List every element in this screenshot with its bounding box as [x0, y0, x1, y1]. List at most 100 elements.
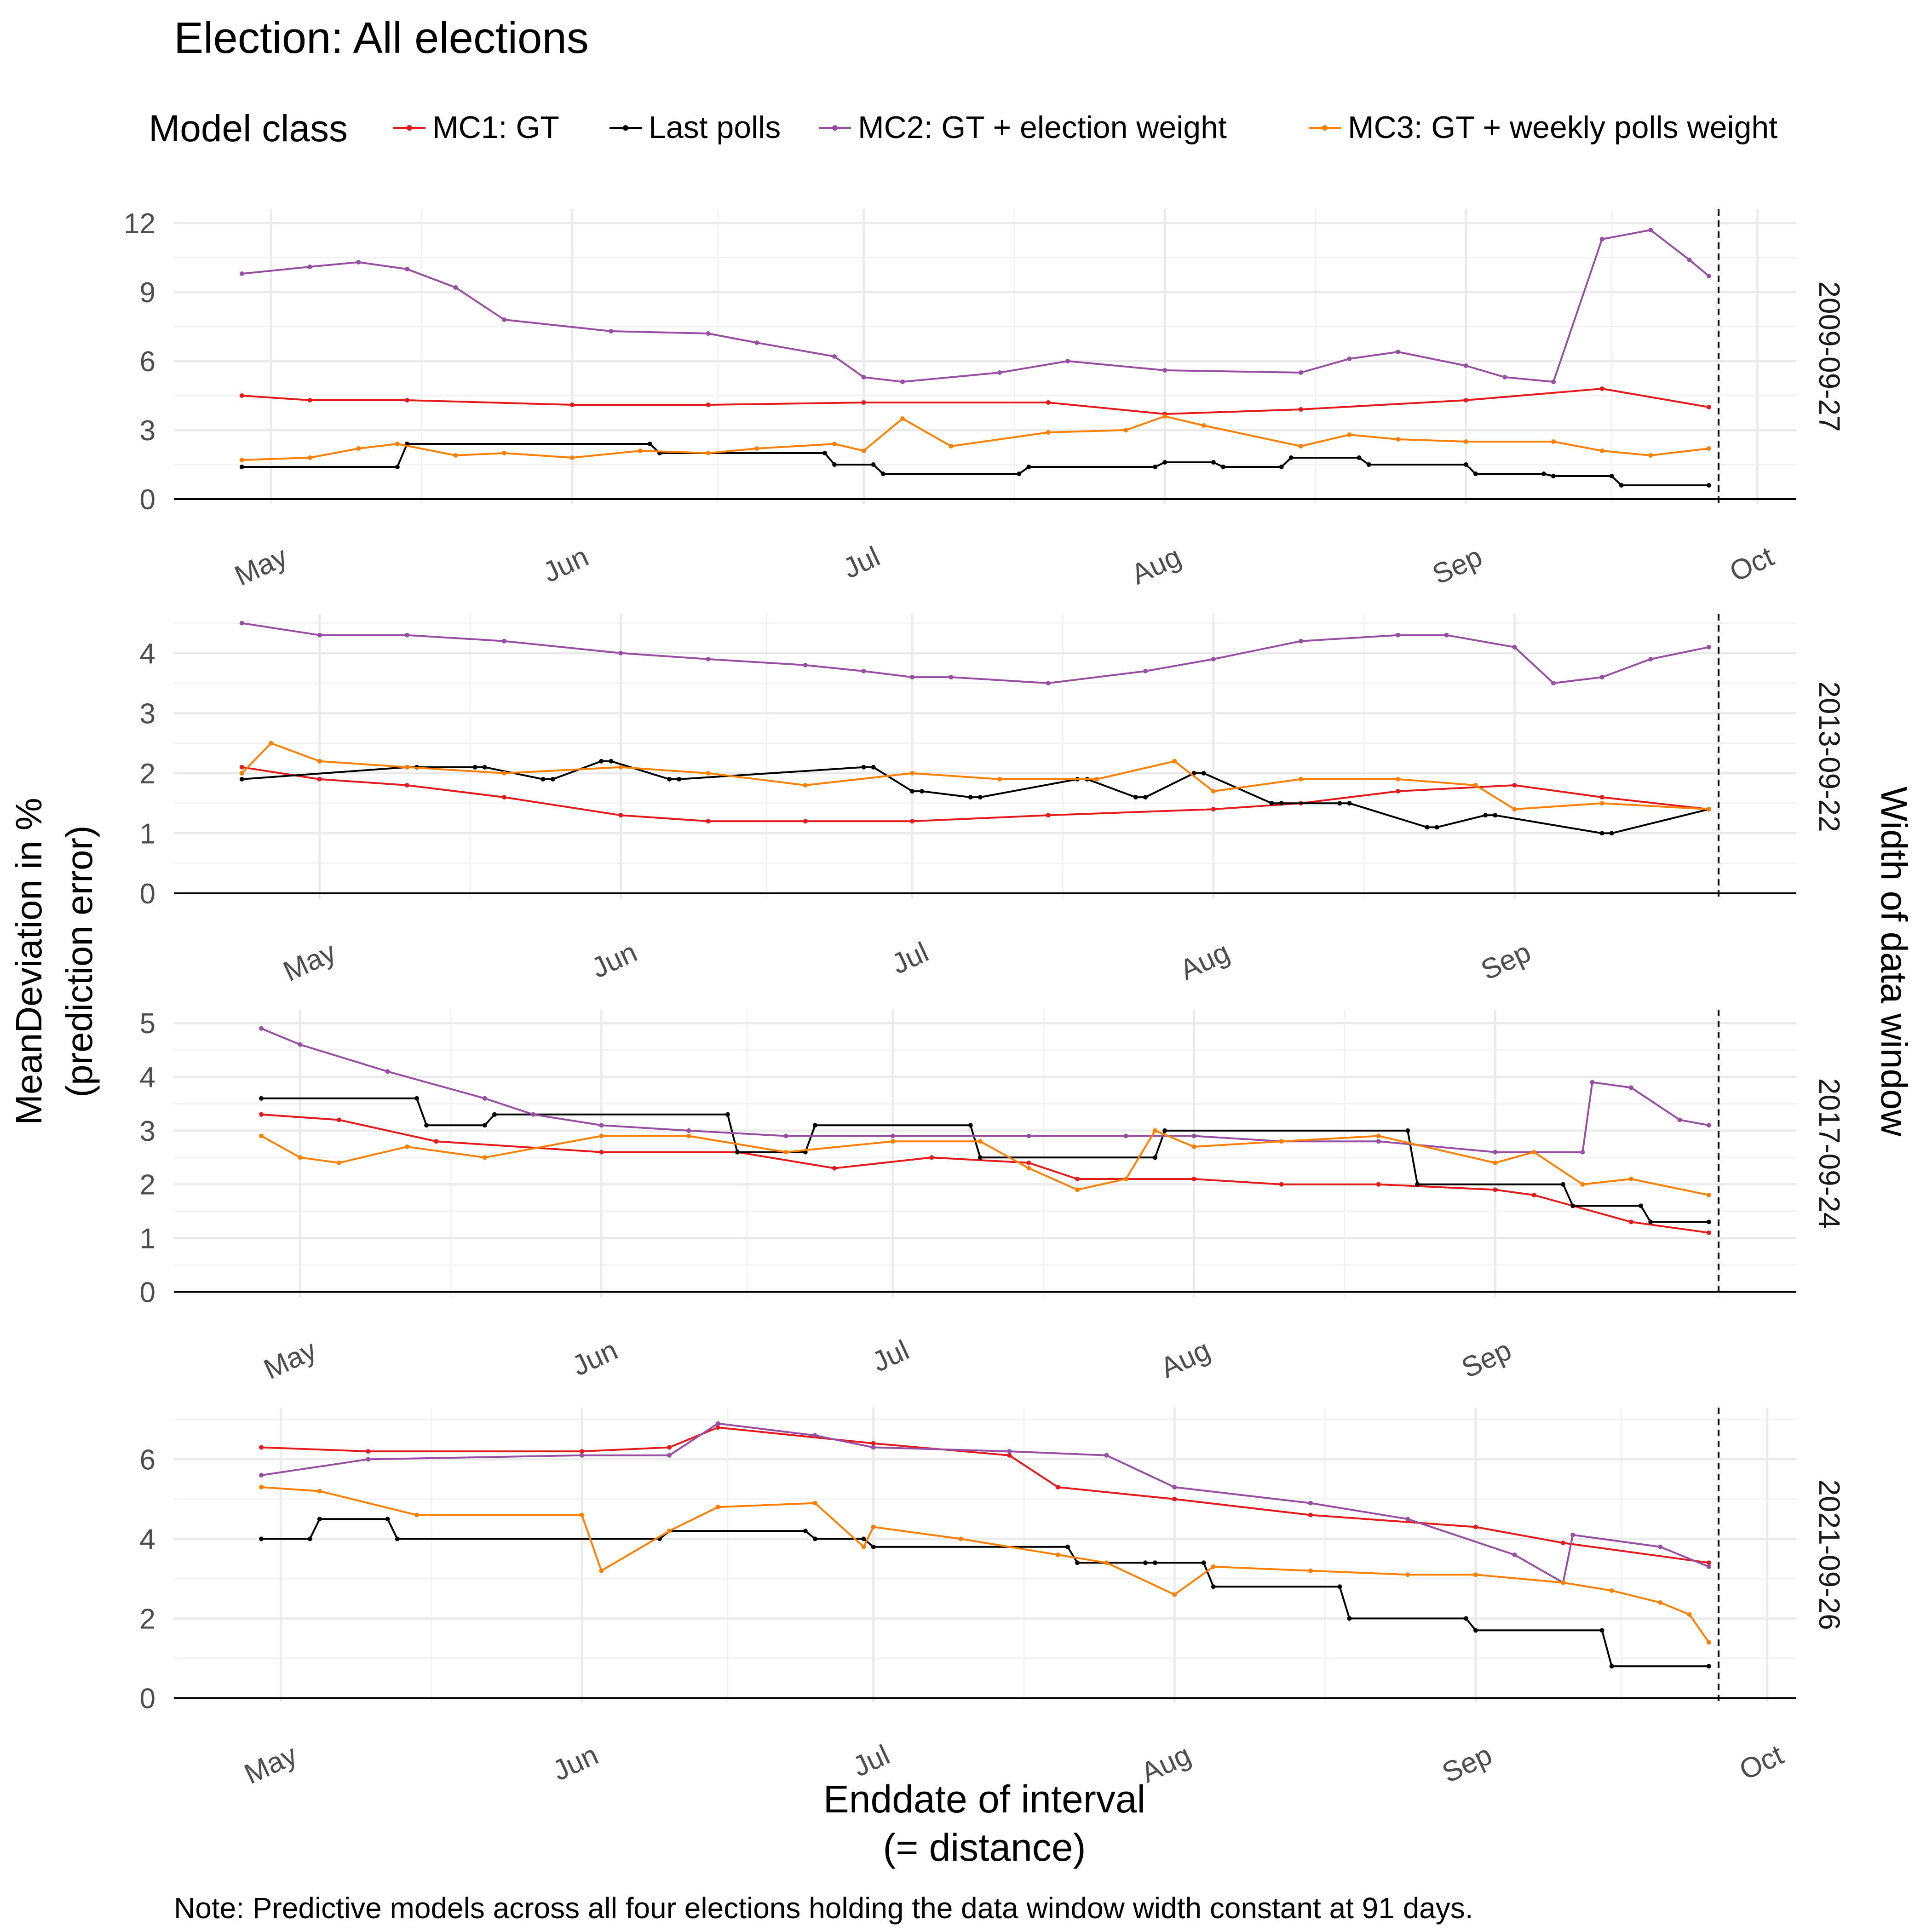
data-point — [1551, 439, 1556, 444]
data-point — [1143, 795, 1148, 800]
data-point — [550, 776, 555, 782]
legend-swatch-point — [832, 125, 838, 131]
data-point — [259, 1485, 264, 1489]
data-point — [920, 789, 925, 794]
data-point — [1357, 455, 1362, 460]
data-point — [1376, 1133, 1381, 1138]
data-point — [317, 759, 322, 764]
legend-items: MC1: GT Last polls MC2: GT + election weig… — [393, 110, 1777, 145]
data-point — [259, 1133, 264, 1138]
x-tick-label: Jul — [838, 540, 885, 585]
data-point — [667, 1529, 672, 1534]
x-tick-label: May — [230, 540, 292, 592]
data-point — [1075, 1177, 1080, 1181]
data-point — [900, 416, 905, 421]
data-point — [1590, 1080, 1595, 1085]
legend-item: MC3: GT + weekly polls weight — [1309, 110, 1777, 145]
data-point — [492, 1112, 497, 1117]
x-tick-label: Jun — [538, 540, 593, 589]
data-point — [1017, 472, 1022, 476]
data-point — [1055, 1485, 1060, 1489]
data-point — [1347, 1616, 1352, 1621]
data-point — [715, 1505, 720, 1510]
data-point — [1153, 465, 1158, 469]
data-point — [580, 1453, 584, 1458]
data-point — [269, 741, 274, 746]
data-point — [812, 1123, 817, 1128]
data-point — [1298, 638, 1303, 644]
data-point — [1094, 776, 1099, 782]
data-point — [307, 264, 312, 269]
y-tick-label: 6 — [140, 1444, 155, 1476]
data-point — [1599, 1628, 1604, 1633]
data-point — [1104, 1560, 1109, 1565]
x-tick-label: Sep — [1438, 1739, 1497, 1789]
x-tick-label: Sep — [1457, 1334, 1516, 1384]
data-point — [1279, 801, 1284, 806]
data-point — [239, 776, 244, 782]
data-point — [1629, 1219, 1633, 1225]
legend: Model class MC1: GT Last polls MC2: GT + e… — [149, 108, 1777, 150]
data-point — [1337, 801, 1342, 806]
y-tick-label: 9 — [140, 277, 155, 309]
series-mc2-gt-election-weight — [239, 621, 1711, 686]
data-point — [706, 451, 711, 455]
data-point — [1463, 363, 1468, 368]
data-point — [1143, 1560, 1148, 1565]
data-point — [890, 1139, 895, 1144]
data-point — [1483, 813, 1488, 818]
chart-title: Election: All elections — [174, 13, 589, 63]
data-point — [337, 1160, 341, 1165]
data-point — [1298, 370, 1303, 375]
data-point — [404, 765, 409, 770]
data-point — [395, 442, 400, 446]
strip-label: 2021-09-26 — [1813, 1479, 1846, 1630]
legend-label: Last polls — [649, 110, 781, 145]
data-point — [1463, 462, 1468, 467]
data-point — [1551, 681, 1556, 686]
data-point — [259, 1445, 264, 1450]
data-point — [1677, 1117, 1682, 1122]
series-mc1-gt — [239, 386, 1711, 416]
data-point — [832, 442, 837, 446]
data-point — [1609, 474, 1614, 478]
data-point — [1561, 1580, 1566, 1585]
data-point — [1599, 831, 1604, 836]
data-point — [502, 451, 507, 455]
data-point — [1706, 1560, 1711, 1565]
data-point — [861, 400, 866, 405]
data-point — [783, 1150, 788, 1155]
data-point — [803, 662, 808, 667]
data-point — [395, 465, 400, 469]
legend-label: MC2: GT + election weight — [858, 110, 1227, 145]
data-point — [958, 1536, 963, 1541]
data-point — [1609, 831, 1614, 836]
data-point — [1065, 1544, 1070, 1549]
y-tick-label: 6 — [140, 346, 155, 378]
data-point — [618, 650, 623, 656]
legend-swatch-point — [1322, 125, 1328, 131]
data-point — [472, 765, 477, 770]
data-point — [404, 783, 409, 788]
data-point — [1599, 795, 1604, 800]
y-axis-title-line1: MeanDeviation in % — [8, 798, 49, 1125]
data-point — [1473, 1524, 1478, 1530]
data-point — [1648, 228, 1653, 232]
data-point — [754, 446, 759, 451]
legend-title: Model class — [149, 108, 348, 150]
data-point — [1619, 483, 1624, 488]
data-point — [1172, 1592, 1177, 1597]
data-point — [1502, 375, 1507, 380]
data-point — [1648, 1219, 1653, 1225]
data-point — [599, 1568, 604, 1573]
data-point — [502, 795, 507, 800]
series-mc1-gt — [259, 1112, 1711, 1235]
x-tick-label: Jun — [548, 1739, 603, 1787]
data-point — [1599, 675, 1604, 680]
data-point — [1201, 770, 1206, 776]
data-point — [1687, 1612, 1692, 1617]
data-point — [1473, 1628, 1478, 1633]
data-point — [259, 1473, 264, 1478]
data-point — [706, 656, 711, 661]
